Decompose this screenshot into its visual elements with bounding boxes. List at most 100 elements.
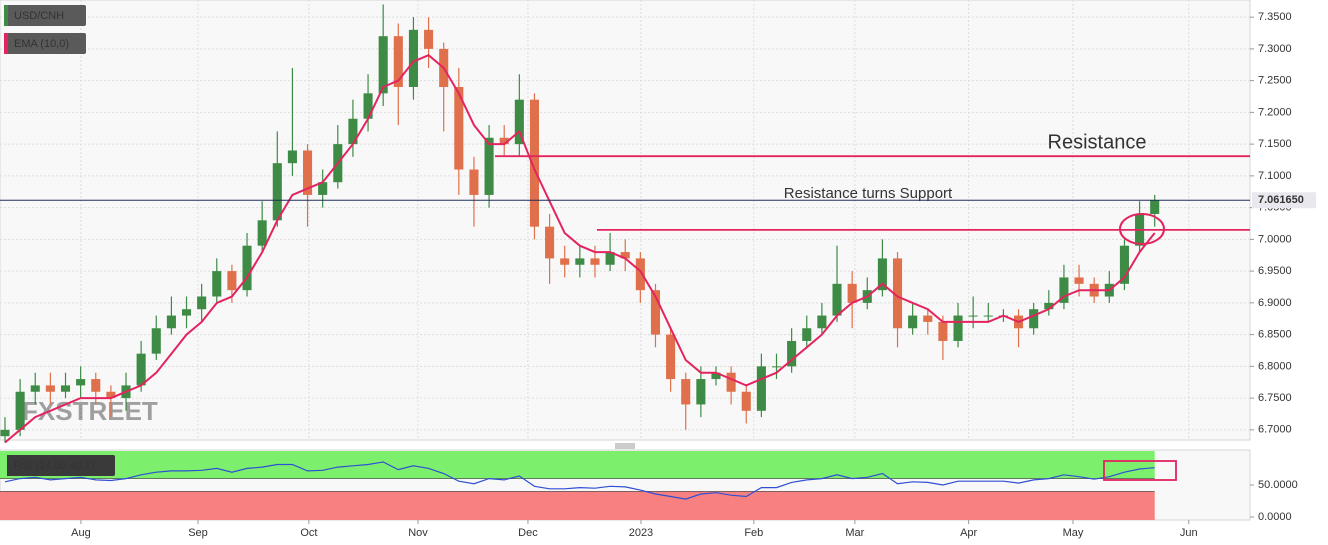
candle-body [0, 429, 10, 437]
candle-body [938, 321, 948, 341]
candle-body [348, 118, 358, 145]
candle-body [892, 258, 903, 329]
candle-body [91, 379, 101, 392]
upper-zone [0, 451, 1155, 479]
candle-body [1029, 309, 1039, 329]
candle-body [1074, 277, 1084, 284]
candle-body [877, 258, 887, 291]
series-line [4, 461, 1155, 500]
candle-body [696, 379, 706, 405]
y-tick-label: 6.9000 [1258, 297, 1292, 309]
highlight-ellipse [1119, 213, 1165, 245]
candle-body [363, 93, 373, 119]
x-tick-label: Aug [71, 527, 91, 539]
candle-body [45, 385, 55, 392]
candle-body [590, 258, 600, 265]
candle-body [832, 283, 842, 316]
y-tick-label: 6.8000 [1258, 360, 1292, 372]
candle-body [560, 258, 570, 265]
candle-body [242, 245, 252, 291]
x-tick-label: Feb [744, 527, 763, 539]
candle-body [529, 99, 539, 227]
candle-body [197, 296, 207, 310]
candle-body [227, 271, 237, 291]
legend-swatch [3, 455, 7, 476]
x-tick-label: Apr [960, 527, 977, 539]
x-tick-label: Nov [408, 527, 428, 539]
rsi-legend-box [3, 455, 115, 476]
annotation-text: Resistance turns Support [784, 185, 953, 202]
x-tick-label: May [1063, 527, 1084, 539]
candle-body [1044, 302, 1054, 310]
series-line [4, 54, 1156, 444]
candle-body [681, 379, 691, 405]
y-tick-label: 7.3500 [1258, 11, 1292, 23]
candle-body [181, 309, 192, 316]
last-price-box [1252, 192, 1316, 209]
y-tick-label: 6.7000 [1258, 424, 1292, 436]
candle-body [514, 99, 524, 145]
grid [0, 0, 1250, 440]
candle-body [787, 340, 797, 367]
legend-box [4, 33, 86, 54]
watermark: FXSTREET [22, 396, 158, 426]
x-tick-label: Dec [518, 527, 538, 539]
candle-body [318, 182, 328, 195]
candle-body [620, 252, 630, 259]
legend-label: EMA (10,0) [14, 38, 69, 50]
candle-body [908, 315, 918, 329]
x-tick-label: Jun [1180, 527, 1198, 539]
candle-body [923, 315, 933, 322]
candle-body [650, 290, 661, 335]
annotation-text: Resistance [1048, 131, 1147, 153]
legend-label: RSI (14,60,40,1) [14, 460, 95, 472]
candle-body [575, 258, 585, 265]
candle-body [968, 315, 978, 317]
x-tick-label: Oct [300, 527, 317, 539]
x-tick-label: Mar [845, 527, 864, 539]
candle-body [469, 169, 479, 195]
legend-swatch [4, 5, 8, 26]
candle-body [60, 385, 71, 392]
x-tick-label: Sep [188, 527, 208, 539]
pane-splitter [615, 443, 635, 449]
price-pane [0, 0, 1251, 441]
candle-body [635, 258, 645, 291]
candle-body [771, 366, 782, 368]
candle-body [726, 372, 736, 392]
candle-body [30, 385, 40, 392]
candle-body [756, 366, 766, 411]
last-price-label: 7.061650 [1258, 194, 1304, 206]
candle-body [953, 315, 963, 341]
y-tick-label: 7.1500 [1258, 138, 1292, 150]
x-tick-label: 2023 [629, 527, 653, 539]
candle-body [287, 150, 297, 164]
candle-body [257, 220, 267, 246]
candle-body [605, 252, 615, 265]
candle-body [76, 379, 86, 386]
candle-body [272, 163, 282, 221]
candle-body [499, 137, 509, 145]
candle-body [15, 391, 25, 430]
candle-body [666, 334, 676, 380]
candle-body [424, 29, 434, 49]
candle-body [393, 36, 403, 87]
candle-body [1119, 245, 1129, 284]
y-tick-label: 7.2000 [1258, 106, 1292, 118]
candle-body [408, 29, 418, 87]
y-tick-label: 7.2500 [1258, 75, 1292, 87]
y-tick-label: 7.1000 [1258, 170, 1292, 182]
y-tick-label: 50.0000 [1258, 479, 1298, 491]
candle-body [212, 271, 222, 297]
y-tick-label: 7.0000 [1258, 233, 1292, 245]
candle-body [378, 36, 388, 94]
legend-swatch [4, 33, 8, 54]
candle-body [106, 391, 116, 399]
candle-body [484, 137, 494, 195]
candle-body [802, 328, 812, 341]
candle-body [847, 283, 857, 303]
candle-body [1150, 200, 1160, 214]
candle-body [151, 328, 161, 354]
y-tick-label: 6.7500 [1258, 392, 1292, 404]
